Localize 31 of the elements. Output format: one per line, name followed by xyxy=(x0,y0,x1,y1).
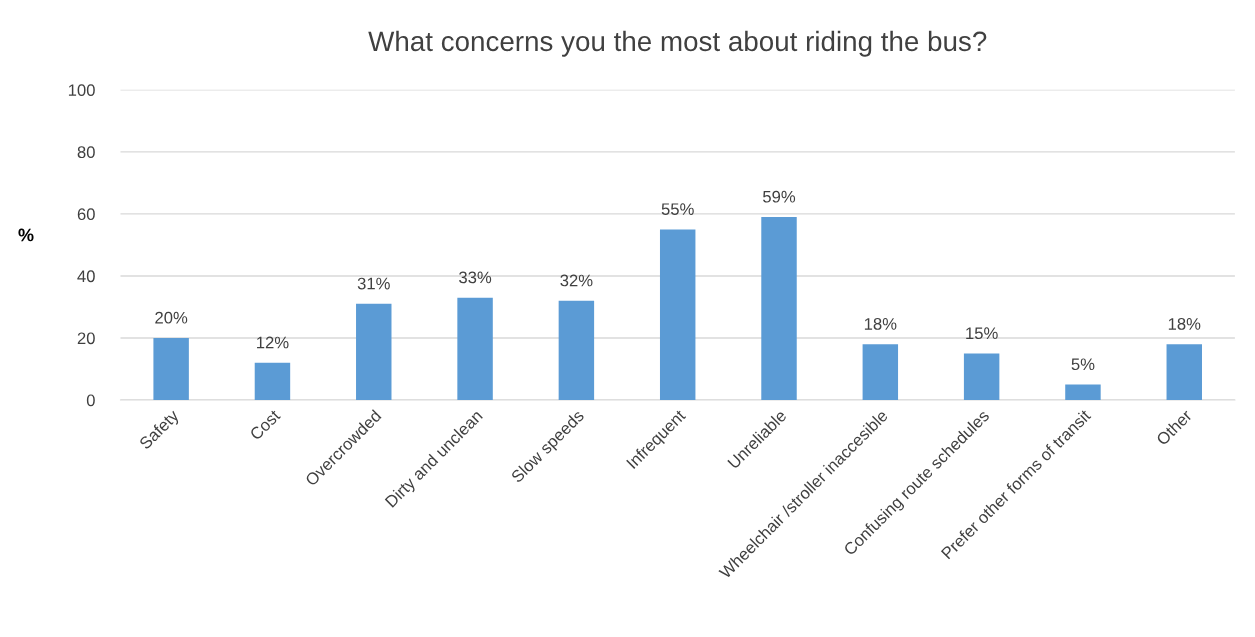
data-label: 5% xyxy=(1071,358,1095,371)
x-tick-label: Cost xyxy=(249,408,282,441)
bar xyxy=(1166,344,1202,401)
y-tick-label: 100 xyxy=(68,84,95,97)
data-label: 59% xyxy=(763,190,796,203)
data-label: 18% xyxy=(1168,317,1201,330)
y-axis-title: % xyxy=(18,228,34,242)
bar xyxy=(862,344,899,401)
bar xyxy=(356,303,392,401)
y-tick-label: 80 xyxy=(77,146,95,159)
chart-title: What concerns you the most about riding the bus? xyxy=(368,30,987,57)
y-tick-label: 40 xyxy=(77,270,95,283)
data-label: 15% xyxy=(966,327,998,340)
data-label: 32% xyxy=(560,274,593,287)
y-tick-label: 0 xyxy=(86,394,95,407)
data-label: 12% xyxy=(257,336,289,349)
bar xyxy=(659,229,696,401)
bar xyxy=(1065,384,1101,401)
data-label: 18% xyxy=(864,317,897,330)
bar xyxy=(254,362,291,401)
data-label: 31% xyxy=(357,277,390,290)
bar xyxy=(153,337,189,401)
y-tick-label: 20 xyxy=(77,332,95,345)
data-label: 55% xyxy=(661,203,694,216)
bar xyxy=(761,217,797,401)
y-tick-label: 60 xyxy=(77,208,95,221)
data-label: 33% xyxy=(459,271,492,284)
data-label: 20% xyxy=(155,311,188,324)
bar xyxy=(558,300,595,401)
bar xyxy=(963,353,1000,401)
bar xyxy=(457,297,493,401)
